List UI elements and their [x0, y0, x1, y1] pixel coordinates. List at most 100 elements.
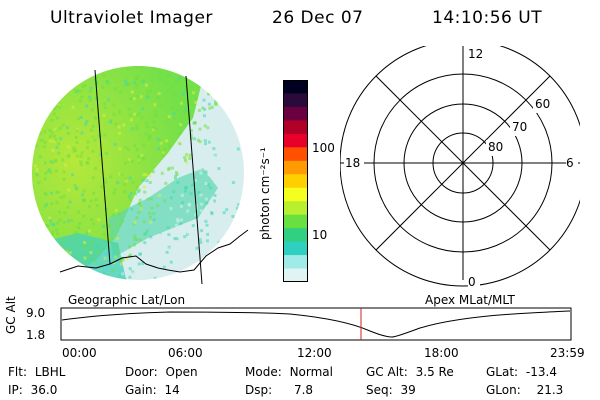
image-speckle [198, 238, 202, 242]
image-speckle [207, 75, 211, 79]
image-speckle [64, 271, 68, 275]
image-speckle [246, 226, 249, 229]
image-speckle [225, 208, 229, 212]
image-speckle [199, 193, 203, 197]
altitude-ylabel: GC Alt [4, 296, 18, 334]
image-speckle [193, 226, 197, 230]
image-speckle [184, 158, 187, 162]
image-speckle [50, 131, 54, 135]
image-speckle [92, 191, 96, 195]
image-speckle [128, 245, 131, 249]
image-speckle [226, 176, 230, 179]
image-speckle [196, 68, 200, 72]
status-glon: GLon: 21.3 [486, 383, 563, 397]
image-speckle [25, 186, 28, 189]
image-speckle [150, 262, 154, 266]
image-speckle [187, 202, 191, 206]
grid-line [94, 69, 111, 265]
image-speckle [100, 185, 104, 189]
image-speckle [152, 128, 156, 131]
image-speckle [82, 214, 86, 218]
image-speckle [133, 81, 136, 85]
image-speckle [249, 165, 252, 168]
image-speckle [213, 155, 217, 159]
image-speckle [62, 194, 66, 198]
image-speckle [243, 176, 244, 180]
image-speckle [194, 213, 198, 217]
image-speckle [59, 137, 63, 141]
image-speckle [48, 135, 52, 139]
image-speckle [134, 77, 138, 81]
image-speckle [204, 197, 208, 201]
seq-value: 39 [400, 383, 416, 397]
gain-label: Gain: [125, 383, 157, 397]
xtick-1200: 12:00 [297, 346, 332, 360]
image-speckle [90, 128, 93, 132]
image-speckle [128, 197, 132, 201]
image-speckle [213, 276, 217, 279]
image-speckle [123, 190, 127, 194]
image-speckle [88, 245, 92, 249]
image-speckle [156, 137, 160, 141]
image-speckle [48, 108, 51, 112]
image-speckle [213, 216, 217, 220]
image-speckle [208, 144, 212, 148]
altitude-ytick-9: 9.0 [26, 306, 46, 320]
image-speckle [32, 184, 34, 188]
image-speckle [143, 185, 147, 189]
image-speckle [56, 221, 59, 225]
image-speckle [105, 80, 109, 83]
image-speckle [222, 211, 226, 215]
image-speckle [42, 75, 46, 79]
image-speckle [243, 208, 244, 212]
image-speckle [223, 183, 226, 187]
image-speckle [185, 153, 189, 157]
image-speckle [198, 127, 202, 131]
image-speckle [247, 160, 250, 163]
image-speckle [24, 199, 27, 202]
image-speckle [144, 283, 147, 286]
image-speckle [222, 129, 226, 133]
image-speckle [153, 67, 157, 71]
image-speckle [241, 194, 244, 197]
image-speckle [219, 260, 223, 264]
image-speckle [42, 78, 46, 81]
gain-value: 14 [164, 383, 180, 397]
image-speckle [208, 231, 212, 235]
image-speckle [164, 181, 168, 185]
image-speckle [65, 126, 69, 130]
image-speckle [160, 171, 164, 175]
image-speckle [34, 144, 38, 148]
image-speckle [153, 103, 157, 107]
image-speckle [123, 161, 127, 165]
image-speckle [51, 148, 55, 152]
image-speckle [64, 66, 68, 67]
image-speckle [23, 170, 26, 173]
image-speckle [197, 108, 201, 112]
image-speckle [161, 153, 165, 157]
image-speckle [111, 269, 115, 273]
image-speckle [153, 276, 157, 280]
image-speckle [203, 107, 207, 111]
image-speckle [108, 224, 111, 228]
image-speckle [142, 143, 146, 147]
image-speckle [49, 242, 53, 246]
image-speckle [94, 259, 97, 263]
image-speckle [242, 134, 244, 138]
image-speckle [184, 108, 188, 112]
image-speckle [130, 97, 133, 101]
image-speckle [58, 218, 62, 222]
image-speckle [114, 235, 118, 239]
image-speckle [211, 231, 215, 235]
image-speckle [246, 145, 249, 148]
image-speckle [173, 237, 177, 241]
image-speckle [231, 215, 235, 218]
image-speckle [231, 194, 235, 198]
image-speckle [92, 176, 95, 180]
colorbar-tick-10: 10 [312, 228, 328, 242]
image-speckle [99, 153, 103, 157]
image-speckle [65, 250, 68, 254]
image-speckle [111, 237, 115, 241]
image-speckle [178, 131, 182, 135]
colorbar-segment [283, 255, 308, 270]
